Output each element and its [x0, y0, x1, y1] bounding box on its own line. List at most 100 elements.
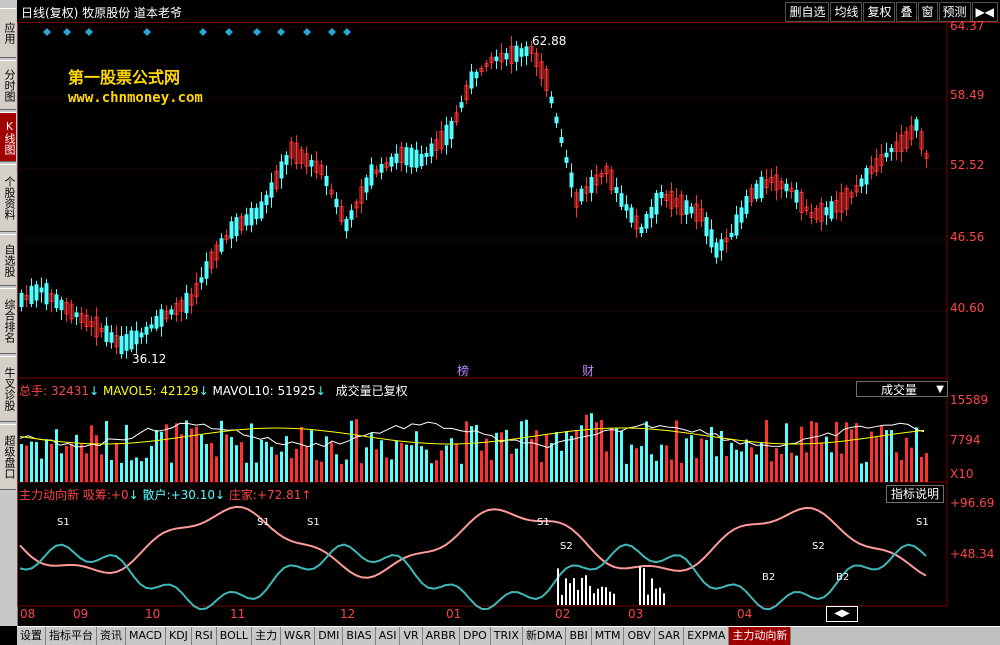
tab-settings[interactable]: 设置 — [17, 627, 46, 645]
volume-bar — [630, 444, 633, 482]
candle-body — [894, 141, 899, 152]
period-label[interactable]: 日线(复权) — [21, 6, 79, 20]
adjust-price-button[interactable]: 复权 — [863, 2, 896, 22]
tab-rsi[interactable]: RSI — [191, 627, 217, 645]
sidebar-item-watchlist[interactable]: 自选股 — [0, 234, 16, 286]
candle-body — [204, 261, 209, 279]
tab-bbi[interactable]: BBI — [566, 627, 592, 645]
volume-bar — [845, 422, 848, 482]
tab-kdj[interactable]: KDJ — [165, 627, 192, 645]
volume-bar — [95, 435, 98, 482]
retail-value: +30.10 — [170, 488, 215, 502]
overlay-button[interactable]: 叠 — [896, 2, 917, 22]
moving-average-button[interactable]: 均线 — [830, 2, 863, 22]
candle-body — [309, 160, 314, 167]
volume-bar — [735, 449, 738, 482]
tab-boll[interactable]: BOLL — [216, 627, 253, 645]
candle-body — [729, 232, 734, 238]
volume-bar — [840, 453, 843, 482]
signal-marker: S2 — [812, 541, 825, 552]
volume-bar — [125, 424, 128, 482]
tab-trix[interactable]: TRIX — [490, 627, 523, 645]
accumulation-bar — [581, 577, 583, 605]
candle-body — [139, 332, 144, 338]
candle-body — [919, 131, 924, 150]
scroll-arrows-icon[interactable]: ◀▶ — [826, 606, 858, 622]
volume-bar — [270, 446, 273, 482]
tab-arbr[interactable]: ARBR — [422, 627, 461, 645]
candle-body — [174, 303, 179, 315]
volume-bar — [880, 425, 883, 482]
sidebar-item-ranking[interactable]: 综合排名 — [0, 288, 16, 354]
sidebar-item-orderbook[interactable]: 超级盘口 — [0, 424, 16, 490]
indicator-explain-button[interactable]: 指标说明 — [886, 485, 944, 503]
tab-asi[interactable]: ASI — [375, 627, 401, 645]
candle-body — [884, 152, 889, 158]
volume-bar — [20, 444, 23, 482]
watermark-title: 第一股票公式网 — [68, 68, 181, 87]
candle-body — [284, 155, 289, 165]
tab-macd[interactable]: MACD — [126, 627, 166, 645]
tab-obv[interactable]: OBV — [624, 627, 655, 645]
collapse-button[interactable]: ▶◀ — [971, 2, 998, 22]
sidebar-item-kline[interactable]: K线图 — [0, 112, 16, 162]
sidebar-item-app[interactable]: 应用 — [0, 8, 16, 58]
indicator-name[interactable]: 主力动向新 — [19, 488, 80, 502]
candle-body — [834, 199, 839, 213]
volume-bar — [175, 423, 178, 482]
volume-bar — [680, 462, 683, 482]
tab-mtm[interactable]: MTM — [591, 627, 625, 645]
volume-bar — [460, 463, 463, 482]
tab-main-force[interactable]: 主力 — [252, 627, 282, 645]
volume-bar — [195, 426, 198, 482]
volume-bar — [575, 430, 578, 482]
candle-body — [674, 198, 679, 207]
candle-body — [349, 210, 354, 220]
candle-body — [544, 69, 549, 91]
tab-new-dma[interactable]: 新DMA — [522, 627, 567, 645]
tab-main-force-new[interactable]: 主力动向新 — [729, 627, 792, 645]
candle-body — [329, 189, 334, 195]
candle-body — [89, 320, 94, 328]
top-diamond-marker — [328, 28, 336, 36]
volume-bar — [605, 451, 608, 482]
candle-body — [304, 153, 309, 167]
candle-body — [334, 198, 339, 208]
tab-wr[interactable]: W&R — [281, 627, 316, 645]
candle-body — [424, 152, 429, 158]
volume-value: 32431 — [50, 384, 90, 398]
event-marker-list[interactable]: 榜 — [457, 364, 470, 378]
tab-sar[interactable]: SAR — [654, 627, 685, 645]
top-diamond-marker — [143, 28, 151, 36]
candle-body — [749, 188, 754, 202]
volume-bar — [545, 434, 548, 482]
window-button[interactable]: 窗 — [917, 2, 938, 22]
signal-marker: S1 — [916, 517, 929, 528]
tab-dmi[interactable]: DMI — [315, 627, 344, 645]
tab-bias[interactable]: BIAS — [343, 627, 376, 645]
remove-watchlist-button[interactable]: 删自选 — [785, 2, 830, 22]
accumulation-bar — [589, 585, 591, 605]
forecast-button[interactable]: 预测 — [938, 2, 971, 22]
volume-bar — [750, 447, 753, 482]
volume-bar — [145, 457, 148, 482]
sidebar-item-diagnosis[interactable]: 牛叉诊股 — [0, 356, 16, 422]
candle-body — [409, 147, 414, 168]
sidebar-item-profile[interactable]: 个股资料 — [0, 164, 16, 232]
sidebar-item-intraday[interactable]: 分时图 — [0, 60, 16, 110]
signal-marker: B2 — [762, 572, 776, 583]
tab-indicator-platform[interactable]: 指标平台 — [46, 627, 97, 645]
chart-title: 日线(复权) 牧原股份 道本老爷 — [21, 4, 182, 21]
price-axis-label: 52.52 — [950, 158, 985, 172]
candle-body — [69, 303, 74, 320]
tab-expma[interactable]: EXPMA — [684, 627, 730, 645]
tab-news[interactable]: 资讯 — [97, 627, 126, 645]
tab-vr[interactable]: VR — [400, 627, 423, 645]
candle-body — [564, 157, 569, 163]
volume-bar — [725, 456, 728, 482]
chart-canvas[interactable] — [17, 22, 1000, 626]
volume-bar — [305, 446, 308, 482]
volume-indicator-select[interactable]: 成交量 ▼ — [856, 381, 948, 397]
event-marker-finance[interactable]: 财 — [582, 364, 595, 378]
tab-dpo[interactable]: DPO — [460, 627, 491, 645]
